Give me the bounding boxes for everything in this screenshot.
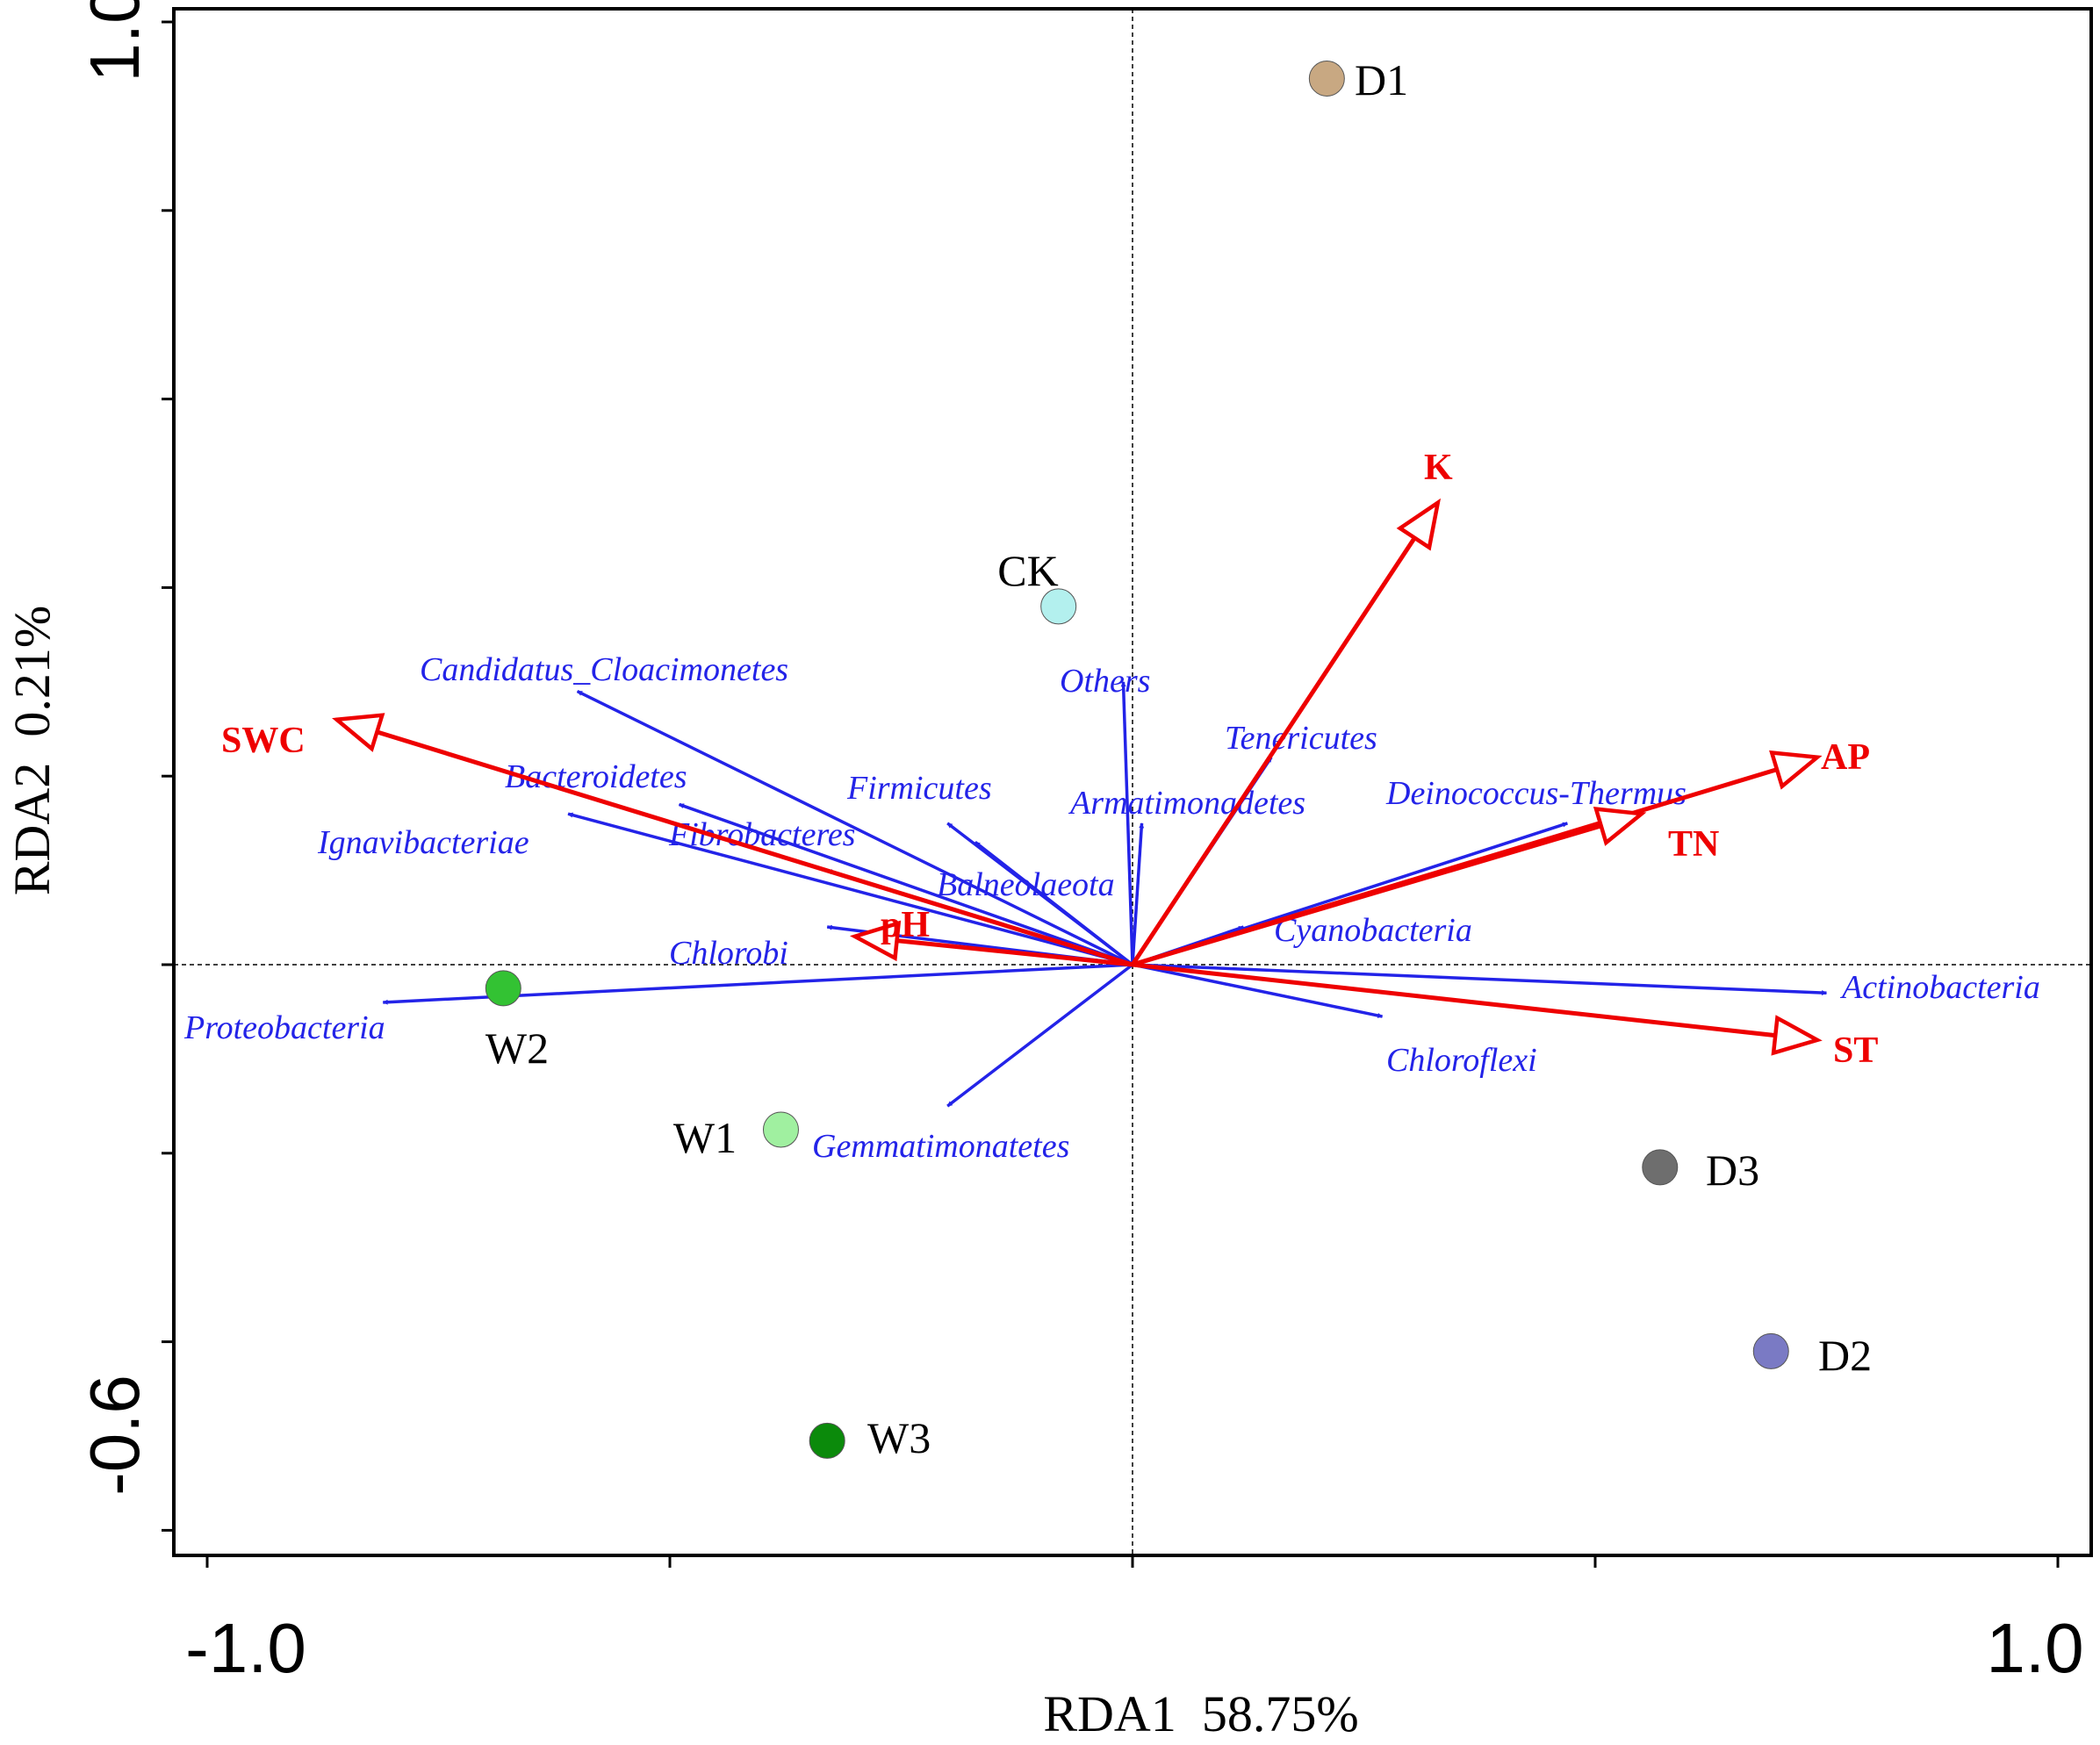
sample-label-d1: D1	[1355, 55, 1408, 104]
species-label-chloroflexi: Chloroflexi	[1386, 1042, 1537, 1079]
species-label-actinobacteria: Actinobacteria	[1839, 969, 2040, 1006]
env-arrow-swc	[376, 729, 1133, 967]
env-label-st: ST	[1833, 1030, 1878, 1071]
env-arrow-st	[1132, 962, 1776, 1038]
env-label-k: K	[1424, 448, 1453, 488]
species-label-others: Others	[1060, 663, 1150, 700]
env-label-swc: SWC	[221, 721, 306, 761]
env-arrow-k	[1130, 536, 1417, 966]
sample-point-ck	[1040, 588, 1077, 625]
species-label-balneolaeota: Balneolaeota	[937, 866, 1115, 903]
species-label-candidatus-cloacimonetes: Candidatus_Cloacimonetes	[420, 651, 788, 688]
x-tick-label-min: -1.0	[185, 1609, 306, 1687]
species-arrow-bacteroidetes	[678, 802, 1133, 966]
env-arrowhead-tn	[1593, 806, 1647, 846]
env-label-ap: AP	[1821, 737, 1870, 778]
env-arrowhead-st	[1771, 1015, 1823, 1056]
species-label-gemmatimonatetes: Gemmatimonatetes	[812, 1128, 1069, 1165]
sample-point-w1	[762, 1111, 799, 1148]
sample-label-w3: W3	[867, 1413, 931, 1462]
species-arrow-gemmatimonatetes	[946, 963, 1134, 1108]
sample-point-d3	[1642, 1149, 1679, 1186]
env-arrow-ph	[896, 938, 1133, 967]
species-arrow-chloroflexi	[1132, 963, 1384, 1018]
species-label-fibrobacteres: Fibrobacteres	[668, 816, 855, 853]
sample-label-d2: D2	[1818, 1331, 1872, 1380]
environment-arrows: SWC pH K AP TN ST	[221, 448, 1878, 1071]
x-axis-title: RDA1 58.75%	[1043, 1685, 1358, 1742]
sample-point-w3	[809, 1422, 845, 1459]
env-arrowhead-k	[1396, 498, 1442, 551]
x-tick-label-max: 1.0	[1986, 1609, 2083, 1687]
species-label-firmicutes: Firmicutes	[846, 770, 992, 807]
tick-labels: -1.0 1.0 1.0 -0.6	[76, 0, 2084, 1687]
env-arrowhead-ap	[1769, 750, 1823, 790]
plot-area: Candidatus_Cloacimonetes Bacteroidetes Ign…	[162, 7, 2093, 1568]
axis-ticks	[162, 20, 2060, 1568]
sample-label-d3: D3	[1706, 1145, 1759, 1195]
y-axis-title: RDA2 0.21%	[4, 606, 61, 895]
env-arrow-tn	[1132, 823, 1602, 967]
species-arrow-armatimonadetes	[1131, 822, 1145, 966]
species-label-ignavibacteriae: Ignavibacteriae	[317, 824, 529, 861]
species-label-armatimonadetes: Armatimonadetes	[1068, 785, 1305, 822]
env-label-tn: TN	[1668, 824, 1719, 865]
species-label-chlorobi: Chlorobi	[669, 935, 788, 972]
y-tick-label-max: 1.0	[76, 0, 154, 83]
env-label-ph: pH	[881, 905, 930, 945]
species-label-bacteroidetes: Bacteroidetes	[505, 758, 687, 795]
y-tick-label-min: -0.6	[76, 1375, 154, 1496]
sample-label-w2: W2	[485, 1023, 549, 1073]
env-arrowhead-ph	[849, 920, 902, 962]
species-label-cyanobacteria: Cyanobacteria	[1274, 912, 1472, 949]
sample-points: D1 CK W2 W1 W3 D3 D2	[485, 55, 1872, 1462]
env-arrowhead-swc	[332, 713, 385, 752]
sample-point-d2	[1752, 1332, 1789, 1369]
sample-label-w1: W1	[673, 1113, 737, 1162]
species-arrow-ignavibacteriae	[567, 812, 1133, 966]
species-arrow-others	[1120, 681, 1134, 966]
species-arrows: Candidatus_Cloacimonetes Bacteroidetes Ign…	[183, 651, 2040, 1165]
species-label-proteobacteria: Proteobacteria	[183, 1009, 385, 1046]
species-arrow-balneolaeota	[974, 840, 1134, 966]
species-arrow-candidatus-cloacimonetes	[576, 689, 1133, 966]
sample-point-w2	[485, 970, 521, 1007]
species-label-deinococcus-thermus: Deinococcus-Thermus	[1385, 775, 1686, 812]
sample-point-d1	[1308, 60, 1345, 97]
species-label-tenericutes: Tenericutes	[1225, 720, 1377, 757]
species-arrow-actinobacteria	[1132, 963, 1828, 995]
sample-label-ck: CK	[997, 546, 1058, 595]
